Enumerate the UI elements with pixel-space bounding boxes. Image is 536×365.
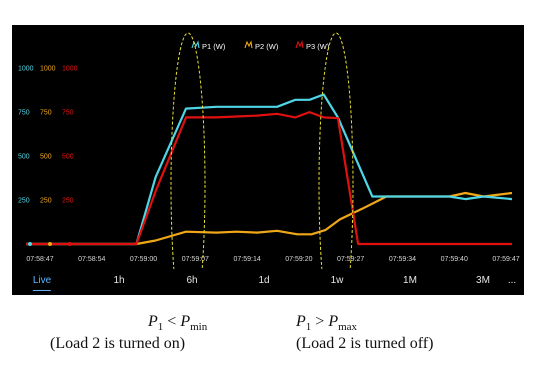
legend-icon-1 [191, 40, 200, 49]
legend-icon-3 [295, 40, 304, 49]
range-6h-button[interactable]: 6h [186, 275, 198, 286]
annotation-ellipse-right [318, 32, 354, 269]
x-tick-label-0: 07:58:47 [26, 256, 53, 263]
y-tick-label-1-1000: 1000 [18, 66, 34, 73]
range-3m-button[interactable]: 3M [476, 275, 490, 286]
range-1h-button[interactable]: 1h [113, 275, 125, 286]
y-tick-label-2-500: 500 [40, 154, 52, 161]
y-tick-label-3-750: 750 [62, 110, 74, 117]
legend-label-1: P1 (W) [202, 42, 226, 51]
series-start-marker-1 [28, 242, 32, 246]
x-tick-label-1: 07:58:54 [78, 256, 105, 263]
y-tick-label-1-500: 500 [18, 154, 30, 161]
y-tick-label-3-1000: 1000 [62, 66, 78, 73]
load-off-note: (Load 2 is turned off) [296, 335, 434, 352]
x-tick-label-3: 07:59:07 [182, 256, 209, 263]
chart-screen: 250 500 750 1000 250 500 750 1000 250 500 750 1000 0… [12, 25, 524, 295]
load-on-note: (Load 2 is turned on) [50, 335, 186, 352]
more-options-button[interactable]: ... [507, 275, 517, 286]
y-tick-label-3-500: 500 [62, 154, 74, 161]
y-tick-label-1-250: 250 [18, 198, 30, 205]
legend-label-3: P3 (W) [306, 42, 330, 51]
legend-icon-2 [244, 40, 253, 49]
range-1w-button[interactable]: 1w [330, 275, 344, 286]
y-tick-label-2-250: 250 [40, 198, 52, 205]
x-tick-label-7: 07:59:34 [389, 256, 416, 263]
series-line-1 [26, 93, 513, 246]
time-range-bar: Live 1h 6h 1d 1w 1M 3M ... [12, 269, 524, 295]
y-tick-label-3-250: 250 [62, 198, 74, 205]
series-line-3 [26, 110, 512, 246]
x-tick-label-2: 07:59:00 [130, 256, 157, 263]
legend-label-2: P2 (W) [255, 42, 279, 51]
x-tick-label-8: 07:59:40 [441, 256, 468, 263]
x-tick-label-5: 07:59:20 [285, 256, 312, 263]
y-tick-label-1-750: 750 [18, 110, 30, 117]
range-1d-button[interactable]: 1d [258, 275, 270, 286]
annotation-ellipse-left [170, 32, 206, 269]
range-1m-button[interactable]: 1M [403, 275, 417, 286]
figure-captions: P1 < Pmin P1 > Pmax (Load 2 is turned on… [0, 313, 536, 365]
right-condition-caption: P1 > Pmax [296, 313, 358, 334]
series-line-2 [26, 191, 513, 246]
series-start-marker-2 [48, 242, 52, 246]
range-live-button[interactable]: Live [32, 275, 52, 291]
left-condition-caption: P1 < Pmin [148, 313, 208, 334]
y-tick-label-2-750: 750 [40, 110, 52, 117]
x-tick-label-6: 07:59:27 [337, 256, 364, 263]
y-tick-label-2-1000: 1000 [40, 66, 56, 73]
power-chart: 250 500 750 1000 250 500 750 1000 250 500 750 1000 0… [18, 32, 520, 269]
x-tick-label-9: 07:59:47 [492, 256, 519, 263]
series-start-marker-3 [68, 242, 72, 246]
x-tick-label-4: 07:59:14 [233, 256, 260, 263]
